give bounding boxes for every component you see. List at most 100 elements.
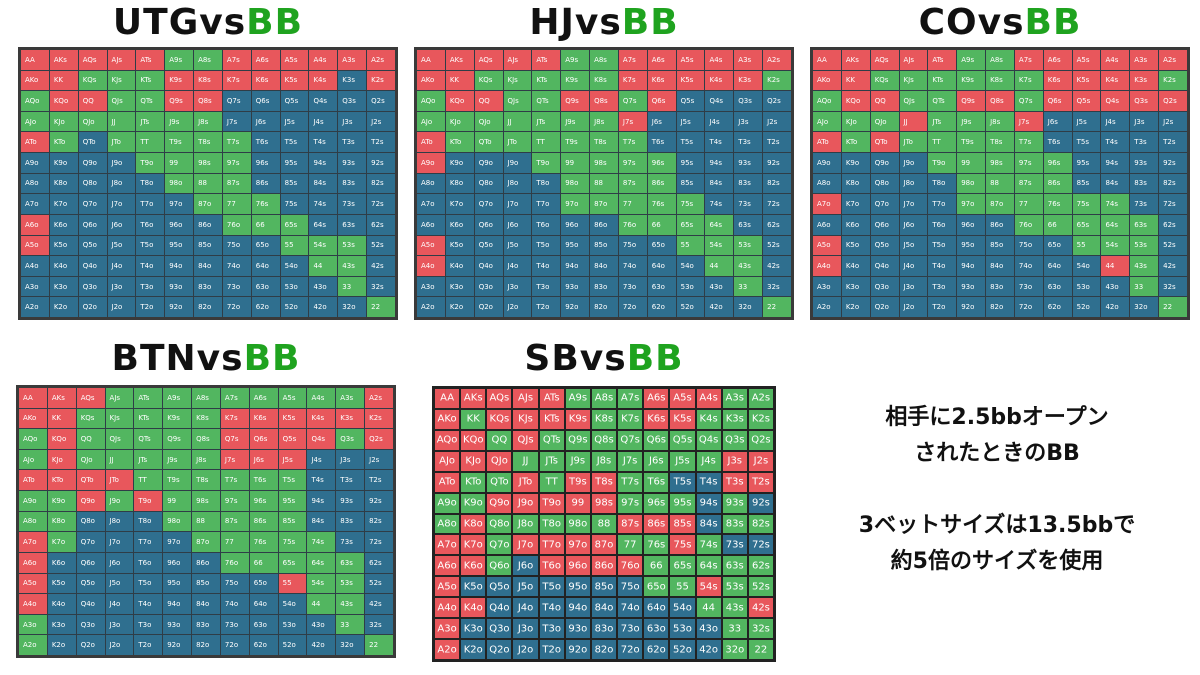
hand-label: 72o (622, 303, 637, 312)
hand-cell: 54o (670, 598, 695, 618)
hand-label: 64s (313, 220, 327, 229)
hand-label: AA (421, 55, 431, 64)
hand-label: 54s (699, 581, 718, 593)
hand-label: 92s (1163, 158, 1176, 167)
hand-label: T2o (138, 641, 152, 650)
hand-label: ATo (23, 476, 35, 485)
hand-label: 42o (1105, 303, 1119, 312)
hand-cell: 63s (338, 214, 367, 235)
hand-label: 93s (725, 497, 744, 509)
hand-label: T9s (565, 138, 578, 147)
hand-cell: J4s (309, 111, 338, 132)
hand-label: J4o (507, 261, 519, 270)
hand-label: J5o (517, 581, 534, 593)
hand-label: Q3o (874, 282, 889, 291)
hand-label: AQs (874, 55, 889, 64)
hand-cell: K8s (194, 70, 222, 91)
hand-label: J6o (903, 220, 915, 229)
hand-label: A3s (340, 393, 354, 402)
hand-label: 72s (371, 200, 384, 209)
hand-label: T8s (594, 138, 607, 147)
hand-label: Q4o (874, 261, 889, 270)
hand-label: A4s (709, 55, 723, 64)
hand-label: 92s (767, 158, 780, 167)
hand-cell: T7o (532, 194, 561, 214)
hand-label: J7o (109, 538, 121, 547)
hand-label: 93s (342, 158, 355, 167)
hand-cell: AKo (813, 70, 841, 91)
hand-cell: T9o (532, 153, 561, 173)
hand-cell: 87o (591, 535, 617, 555)
hand-label: 62s (369, 558, 382, 567)
hand-label: 98s (595, 497, 613, 509)
hand-label: 64s (709, 220, 723, 229)
hand-cell: 73s (722, 535, 747, 555)
hand-label: 65s (680, 220, 694, 229)
hand-label: 88 (594, 179, 603, 188)
hand-cell: 74s (309, 194, 338, 214)
hand-cell: Q7o (78, 194, 107, 214)
hand-cell: Q4s (309, 91, 338, 111)
hand-cell: 42s (367, 256, 395, 276)
hand-label: A2o (437, 644, 457, 656)
hand-cell: 76o (618, 214, 647, 235)
hand-cell: 43s (338, 256, 367, 276)
hand-cell: 92s (1159, 153, 1187, 173)
hand-label: KJs (518, 413, 533, 425)
hand-cell: A2s (763, 50, 791, 70)
hand-cell: K9s (565, 409, 590, 429)
hand-cell: A3o (813, 276, 841, 297)
hand-label: KJo (465, 455, 482, 467)
hand-label: T5s (673, 476, 692, 488)
chart-title: COvsBB (918, 2, 1082, 43)
hand-label: KQs (478, 76, 493, 85)
hand-cell: 94s (307, 491, 336, 511)
hand-label: J2s (753, 455, 769, 467)
hand-label: AQo (436, 434, 458, 446)
hand-cell: T4s (696, 472, 721, 492)
hand-cell: 22 (763, 297, 791, 317)
hand-label: T8o (140, 179, 154, 188)
hand-label: 74s (709, 200, 723, 209)
hand-cell: 92s (365, 491, 393, 511)
hand-label: 86o (594, 560, 614, 572)
hand-cell: J2s (365, 449, 393, 470)
hand-label: 65o (253, 579, 267, 588)
hand-cell: 22 (748, 640, 773, 659)
hand-label: 98s (990, 158, 1003, 167)
hand-label: T6s (651, 138, 665, 147)
hand-cell: JTs (136, 111, 165, 132)
hand-label: 64o (255, 261, 269, 270)
hand-cell: Q9o (870, 153, 899, 173)
hand-cell: T3s (336, 470, 365, 491)
hand-cell: J8s (194, 111, 222, 132)
hand-cell: 86s (644, 514, 669, 534)
hand-cell: K3s (1130, 70, 1159, 91)
hand-cell: 75s (670, 535, 695, 555)
hand-label: 87o (990, 200, 1004, 209)
hand-label: Q3o (80, 620, 95, 629)
hand-cell: K9o (47, 491, 76, 511)
range-grid: AA AKs AQs AJs ATs A9s A8s A7s A6s A5s A4s A3s A2s AK… (19, 388, 393, 655)
hand-cell: 54o (278, 594, 307, 614)
hand-cell: K6o (49, 214, 78, 235)
hand-label: A8s (196, 393, 209, 402)
hand-label: KTo (449, 138, 462, 147)
hand-label: J2o (517, 644, 534, 656)
hand-label: KTo (465, 476, 482, 488)
hand-cell: QTo (76, 470, 105, 491)
hand-label: K2s (751, 413, 770, 425)
hand-label: QTs (536, 97, 549, 106)
hand-cell: 42o (1101, 297, 1130, 317)
hand-cell: J7o (513, 535, 538, 555)
hand-cell: 54o (676, 256, 705, 276)
hand-cell: 65s (280, 214, 309, 235)
hand-label: A9s (568, 392, 588, 404)
hand-label: Q4o (489, 602, 510, 614)
hand-cell: 43o (705, 276, 734, 297)
hand-label: 87s (621, 518, 640, 530)
hand-cell: J7o (105, 532, 134, 552)
hand-cell: 53s (338, 235, 367, 256)
hand-cell: J4o (105, 594, 134, 614)
hand-cell: Q6s (644, 430, 669, 450)
